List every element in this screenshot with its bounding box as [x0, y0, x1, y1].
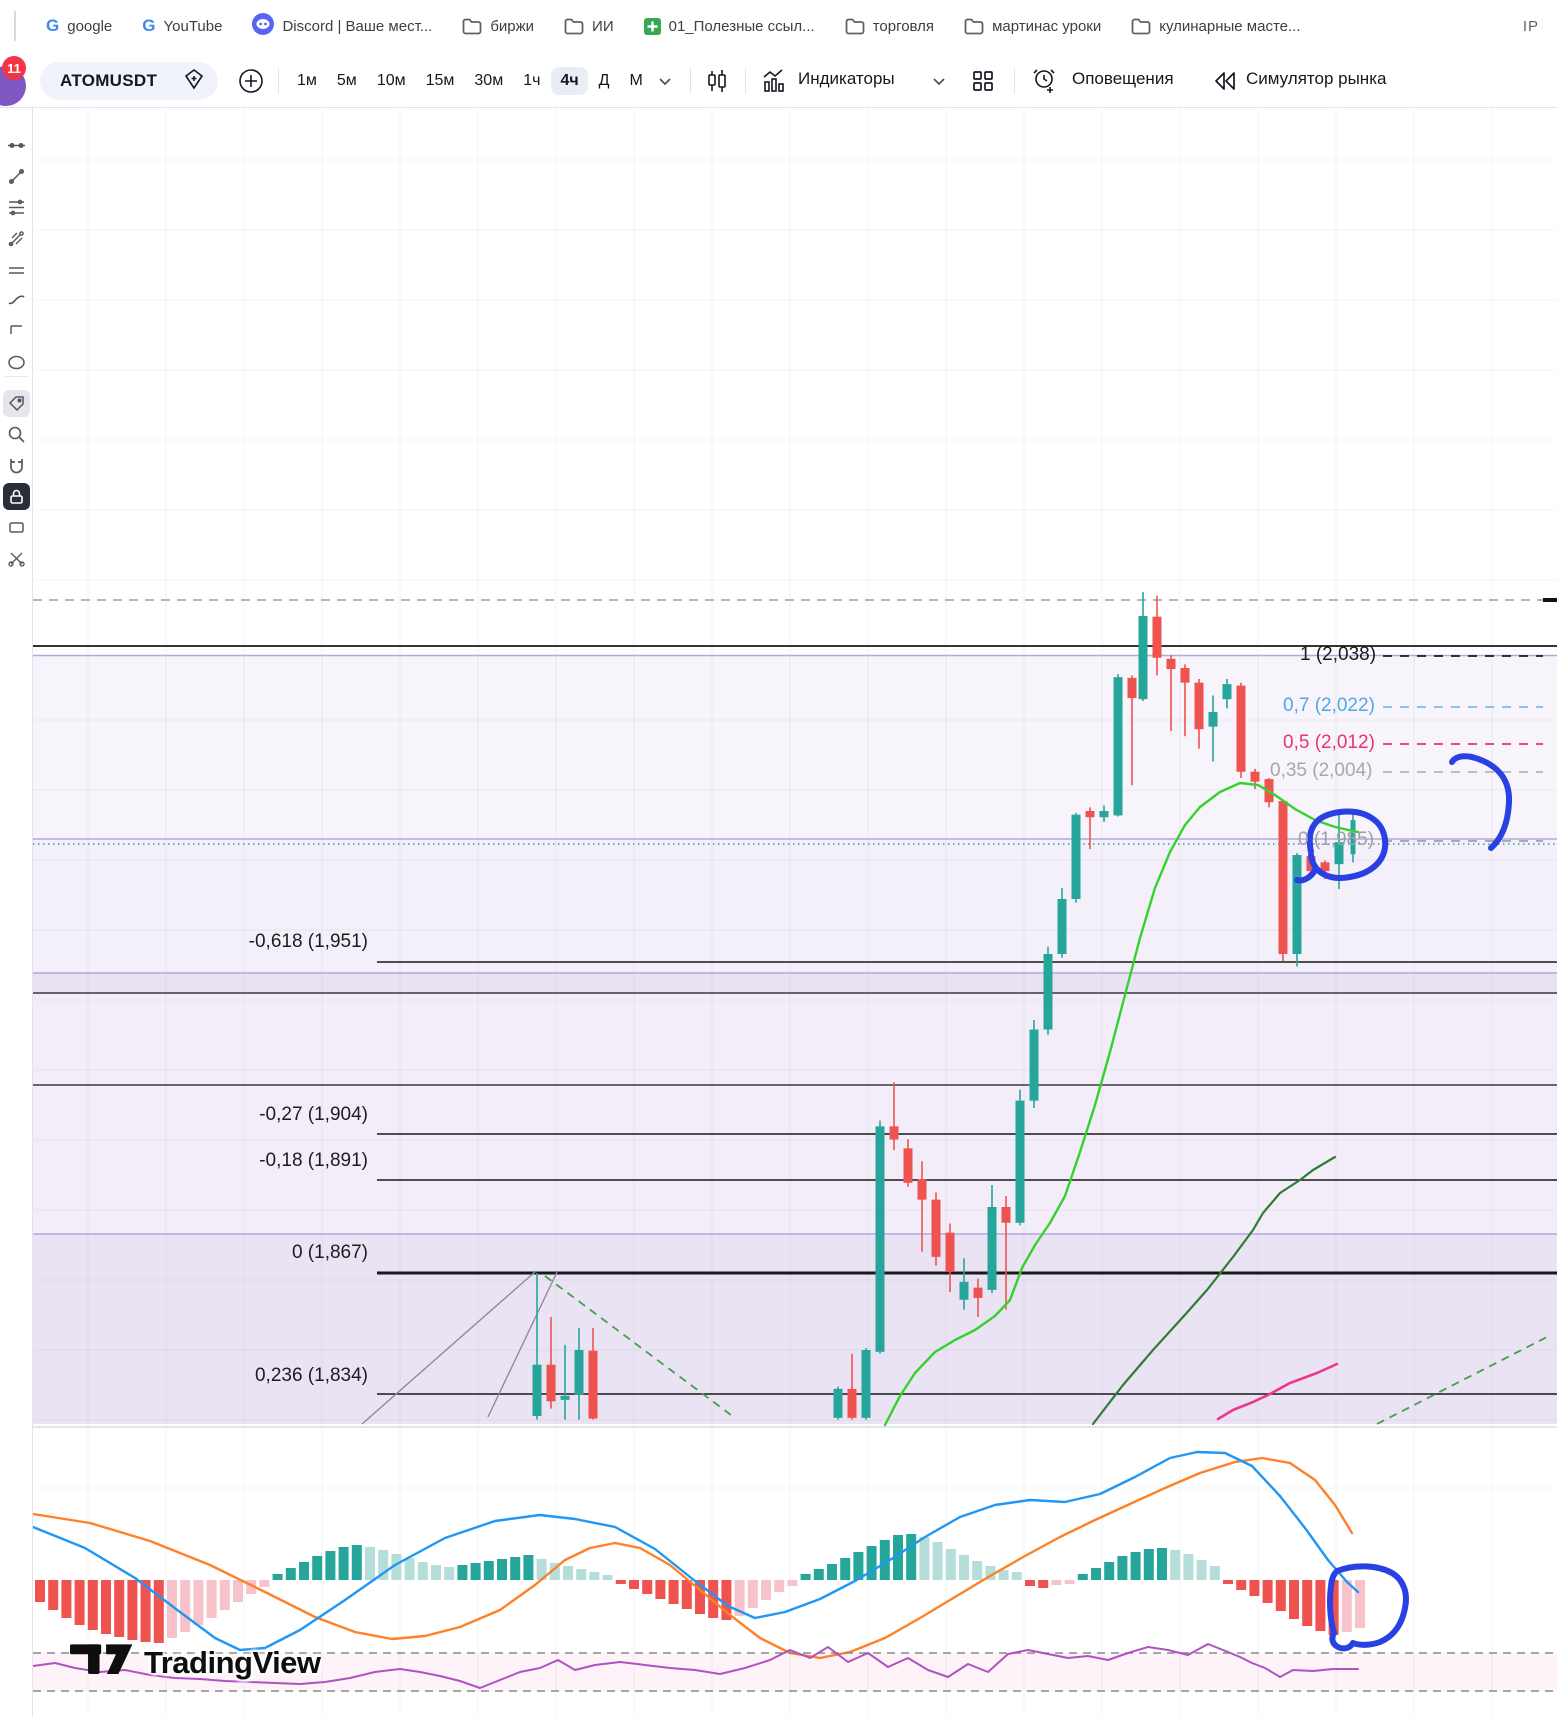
timeframe-group: 1м 5м 10м 15м 30м 1ч 4ч Д М: [288, 64, 652, 98]
market-simulator-button[interactable]: Симулятор рынка: [1246, 69, 1387, 88]
timeframe-button-15м[interactable]: 15м: [425, 72, 455, 89]
symbol-diamond-icon: [182, 67, 206, 96]
rewind-replay-icon[interactable]: [1208, 64, 1242, 98]
timeframe-button-1м[interactable]: 1м: [297, 72, 317, 89]
spreadsheet-icon: [643, 17, 661, 35]
sidebar-pitchfork-tool[interactable]: [3, 225, 30, 252]
timeframes-dropdown-chevron-icon[interactable]: [648, 64, 682, 98]
bookmark-label: Discord | Ваше мест...: [282, 17, 433, 35]
sidebar-zoom-tool[interactable]: [3, 421, 30, 448]
symbol-search-button[interactable]: ATOMUSDT: [40, 62, 218, 100]
alert-clock-icon[interactable]: [1028, 64, 1062, 98]
bookmark-label: кулинарные масте...: [1159, 17, 1301, 35]
tradingview-brand-text: TradingView: [144, 1644, 321, 1680]
bookmark-label: google: [67, 17, 113, 35]
bookmark-label: 01_Полезные ссыл...: [668, 17, 815, 35]
google-favicon-icon: G: [46, 16, 60, 35]
symbol-name: ATOMUSDT: [60, 71, 158, 90]
drawing-tools-sidebar: [0, 108, 33, 1716]
timeframe-button-Д[interactable]: Д: [598, 72, 610, 89]
tradingview-logo-mark-icon: [70, 1643, 134, 1682]
sidebar-shapes-tool[interactable]: [3, 349, 30, 376]
indicators-chevron-icon[interactable]: [922, 64, 956, 98]
bookmark-label: биржи: [490, 17, 535, 35]
sidebar-lock-tool[interactable]: [3, 483, 30, 510]
timeframe-button-1ч[interactable]: 1ч: [523, 72, 541, 89]
timeframe-button-5м[interactable]: 5м: [336, 72, 357, 89]
alerts-button[interactable]: Оповещения: [1072, 69, 1174, 88]
sidebar-brush-tool[interactable]: [3, 287, 30, 314]
tradingview-logo[interactable]: TradingView: [70, 1643, 321, 1682]
sidebar-trend-line-tool[interactable]: [3, 163, 30, 190]
sidebar-cross-tool[interactable]: [3, 132, 30, 159]
timeframe-button-М[interactable]: М: [629, 72, 643, 89]
timeframe-button-4ч[interactable]: 4ч: [551, 67, 588, 95]
sidebar-parallel-channel-tool[interactable]: [3, 256, 30, 283]
sidebar-magnet-tool[interactable]: [3, 452, 30, 479]
add-symbol-button[interactable]: [234, 64, 268, 98]
sidebar-price-tag-tool[interactable]: [3, 390, 30, 417]
folder-icon: [964, 18, 984, 35]
bookmark-item[interactable]: биржи: [462, 18, 534, 35]
bookmark-item[interactable]: кулинарные масте...: [1131, 17, 1301, 35]
bookmark-item[interactable]: ИИ: [564, 18, 614, 35]
google-favicon-icon: G: [142, 16, 156, 35]
sidebar-remove-tool[interactable]: [3, 545, 30, 572]
toolbar-separator: [690, 68, 691, 94]
notifications-badge: 11: [2, 56, 26, 80]
sidebar-fib-retracement-tool[interactable]: [3, 194, 30, 221]
bookmark-item[interactable]: мартинас уроки: [964, 18, 1101, 35]
chart-style-candles-icon[interactable]: [700, 64, 734, 98]
bookmark-label: ИИ: [592, 17, 614, 35]
bookmark-label: торговля: [872, 17, 935, 35]
indicators-icon[interactable]: [758, 64, 792, 98]
indicators-button[interactable]: Индикаторы: [798, 69, 895, 88]
bookmark-label: мартинас уроки: [992, 17, 1102, 35]
bookmark-item[interactable]: Discord | Ваше мест...: [252, 13, 432, 39]
bookmarks-divider: [14, 11, 16, 41]
timeframe-button-30м[interactable]: 30м: [474, 72, 504, 89]
sidebar-separator: [5, 376, 28, 377]
toolbar-separator: [745, 68, 746, 94]
folder-icon: [1131, 18, 1151, 35]
sidebar-callout-tool[interactable]: [3, 318, 30, 345]
sidebar-hide-tool[interactable]: [3, 514, 30, 541]
discord-icon: [252, 13, 275, 39]
timeframe-button-10м[interactable]: 10м: [376, 72, 406, 89]
profile-initials[interactable]: IP: [1522, 17, 1539, 35]
folder-icon: [845, 18, 865, 35]
bookmark-item[interactable]: торговля: [845, 18, 934, 35]
bookmark-item[interactable]: G YouTube: [142, 16, 222, 36]
folder-icon: [564, 18, 584, 35]
folder-icon: [462, 18, 482, 35]
layout-grid-icon[interactable]: [966, 64, 1000, 98]
bookmark-label: YouTube: [163, 17, 223, 35]
bookmark-item[interactable]: 01_Полезные ссыл...: [643, 17, 815, 35]
toolbar-separator: [278, 68, 279, 94]
toolbar-separator: [1014, 68, 1015, 94]
chart-canvas[interactable]: [33, 108, 1557, 1716]
chart-toolbar: 11 ATOMUSDT 1м 5м 10м 15м 30м 1ч 4ч Д М: [0, 52, 1557, 108]
